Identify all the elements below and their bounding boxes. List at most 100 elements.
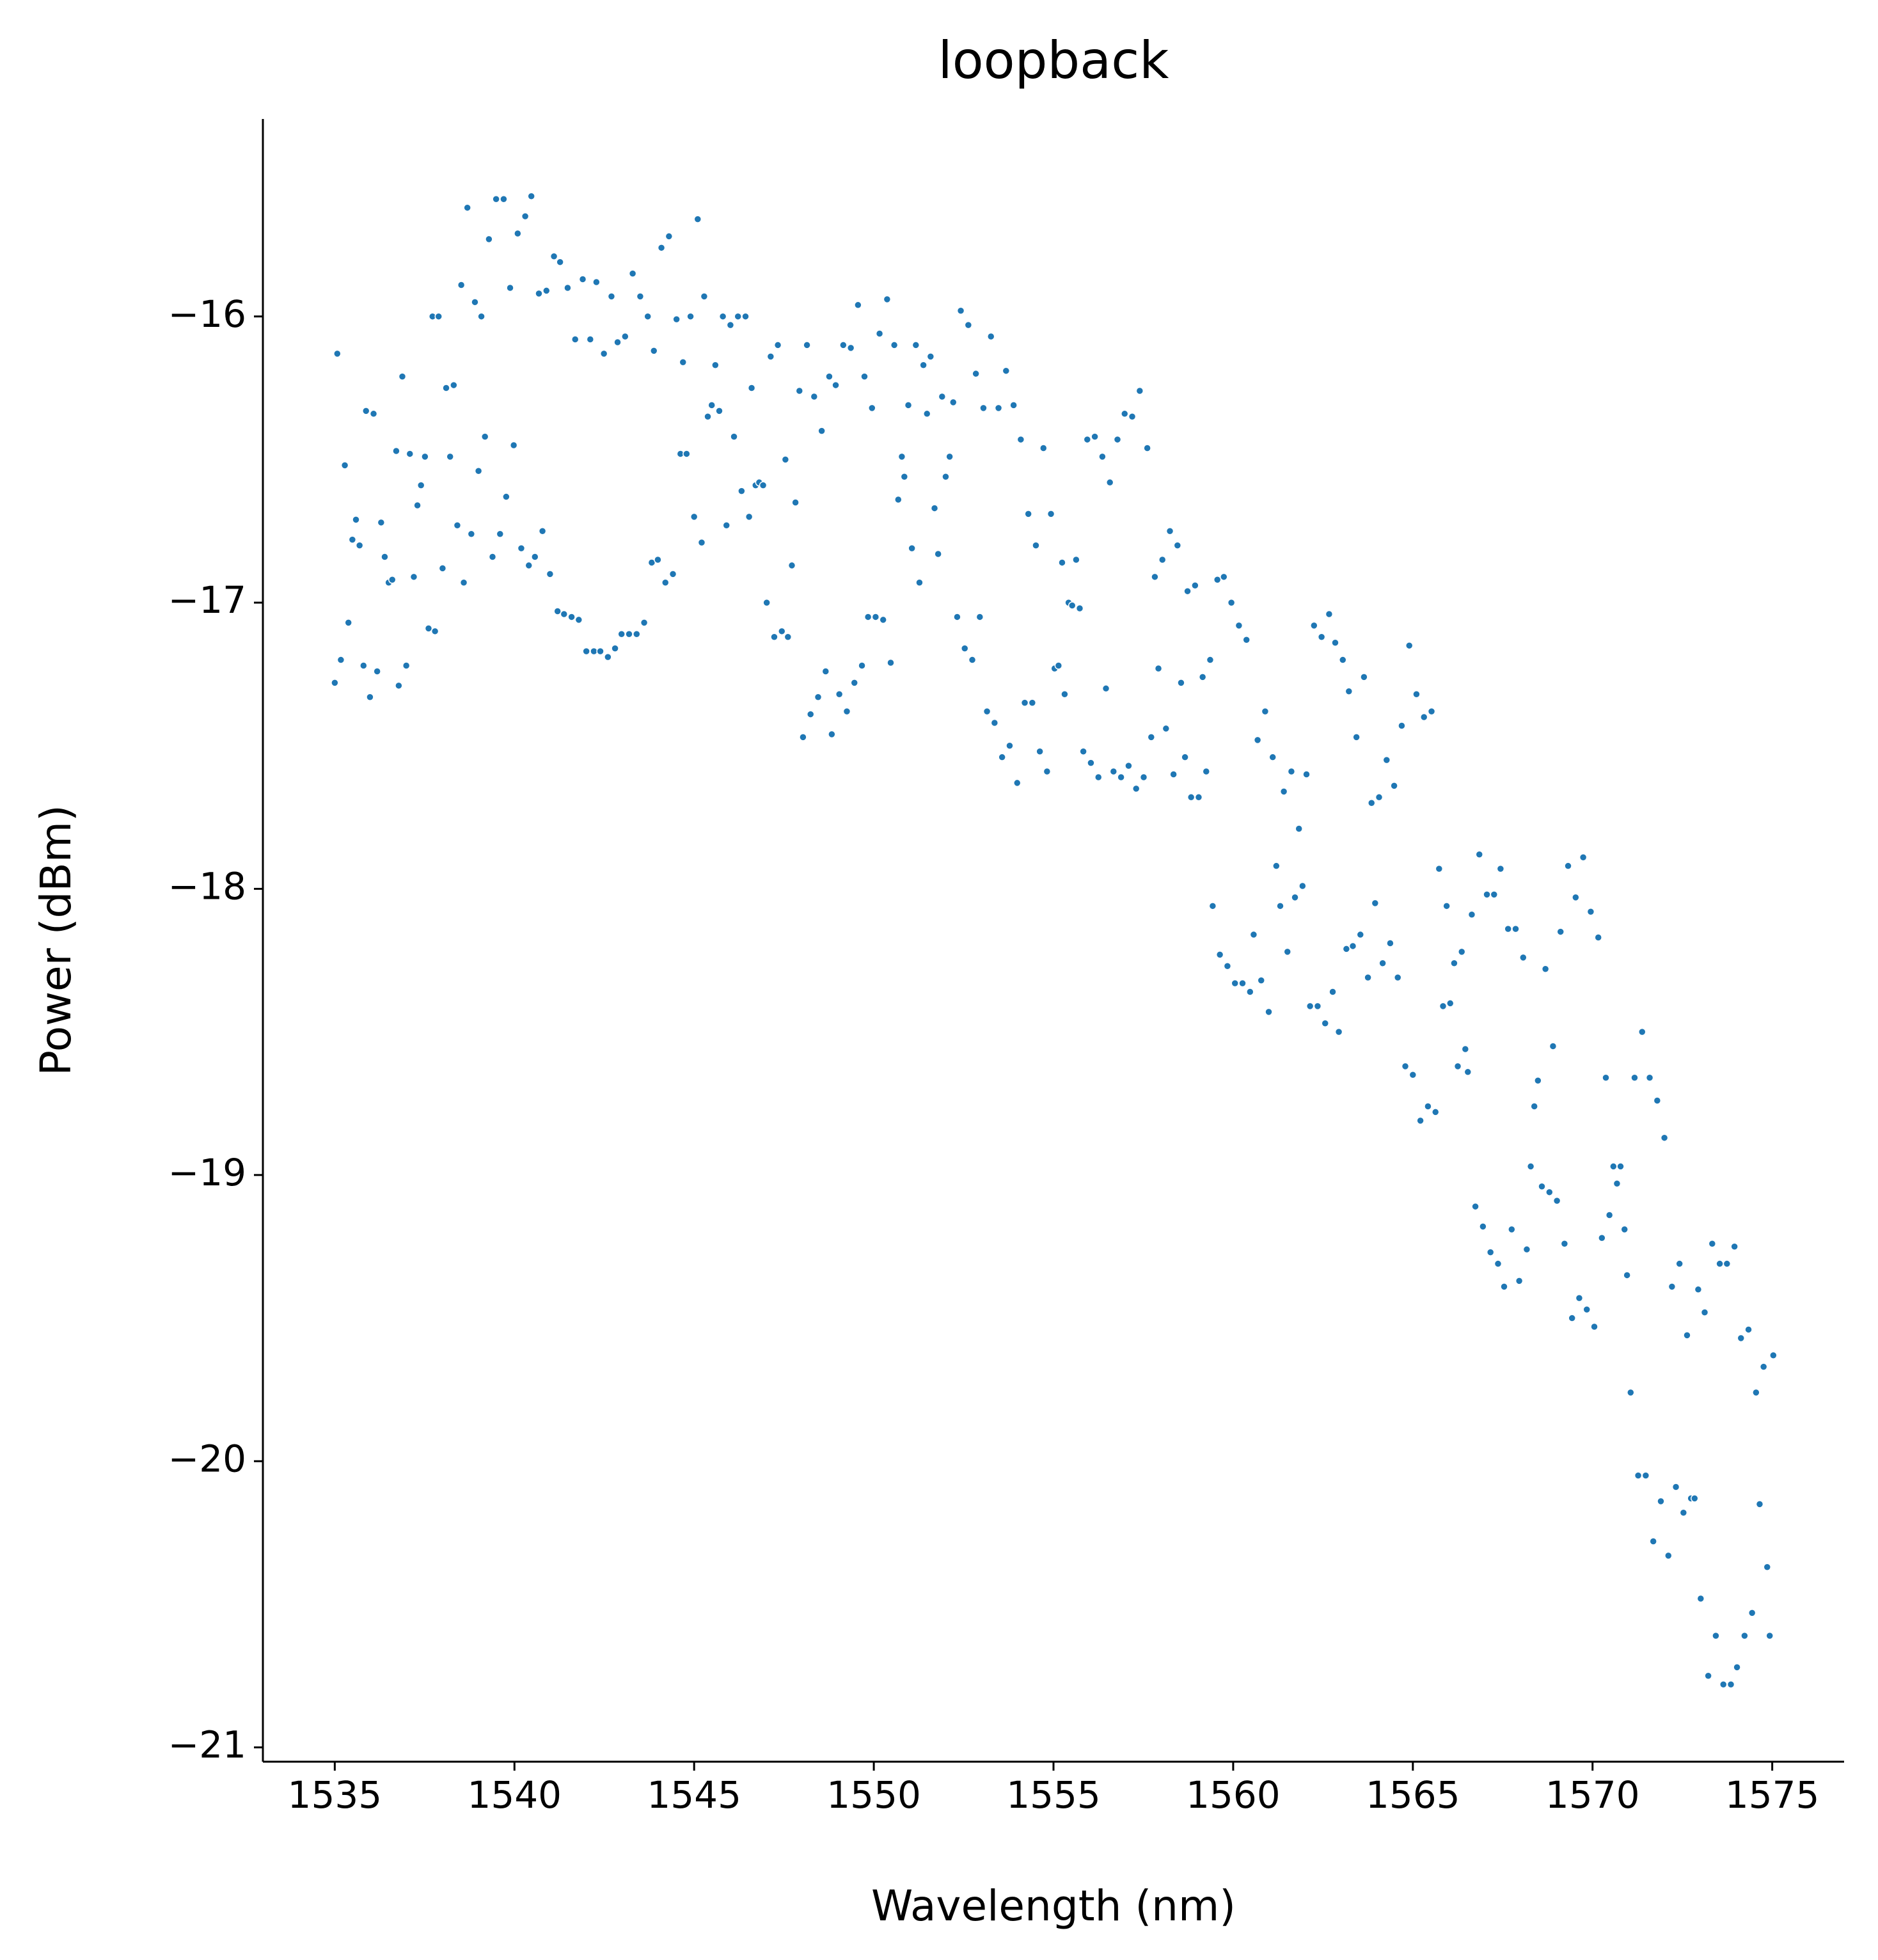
data-point (994, 404, 1003, 413)
data-point (693, 215, 702, 223)
data-point (1139, 773, 1148, 782)
data-point (1094, 773, 1103, 782)
data-point (1538, 1182, 1546, 1191)
data-point (509, 441, 518, 450)
data-point (1360, 673, 1368, 681)
data-point (1530, 1102, 1538, 1110)
data-point (352, 516, 360, 524)
data-point (1202, 767, 1211, 776)
data-point (1265, 1008, 1273, 1016)
data-point (531, 553, 539, 561)
data-point (810, 392, 819, 401)
data-point (525, 561, 533, 570)
data-point (953, 613, 961, 621)
data-point (578, 275, 587, 283)
data-point (1649, 1537, 1657, 1545)
data-point (1208, 902, 1217, 910)
data-point (1744, 1325, 1753, 1334)
data-point (1609, 1162, 1618, 1171)
data-point (1283, 947, 1291, 956)
data-point (1419, 713, 1428, 722)
data-point (890, 341, 899, 349)
data-point (1158, 555, 1167, 564)
data-point (1016, 435, 1025, 444)
data-point (333, 349, 342, 358)
data-point (1534, 1076, 1542, 1085)
data-point (517, 544, 526, 553)
data-point (690, 512, 698, 521)
data-point (549, 252, 558, 260)
data-point (1496, 864, 1505, 873)
data-point (1113, 435, 1122, 444)
data-point (1183, 587, 1192, 596)
x-tick-label: 1555 (1006, 1773, 1101, 1817)
data-point (700, 292, 709, 301)
data-point (697, 538, 706, 547)
data-point (1352, 733, 1361, 741)
data-point (1664, 1551, 1673, 1560)
data-point (766, 352, 775, 361)
data-point (1223, 962, 1232, 970)
data-point (1605, 1211, 1614, 1219)
data-point (791, 498, 800, 507)
data-point (1058, 558, 1066, 567)
data-point (1261, 707, 1270, 716)
data-point (1575, 1293, 1584, 1302)
data-point (730, 432, 738, 441)
data-point (1660, 1134, 1669, 1142)
data-point (722, 521, 730, 530)
data-point (1726, 1680, 1735, 1689)
data-point (1087, 759, 1095, 767)
data-point (1446, 999, 1455, 1008)
data-point (1378, 959, 1387, 968)
data-point (1181, 753, 1189, 761)
data-point (496, 530, 505, 538)
data-point (1215, 951, 1224, 959)
data-point (1579, 853, 1588, 862)
data-point (1515, 1277, 1524, 1285)
data-point (679, 358, 688, 367)
data-point (1098, 452, 1107, 461)
data-point (567, 613, 576, 621)
data-point (1079, 747, 1087, 755)
data-point (986, 332, 995, 341)
data-point (1272, 862, 1281, 870)
data-point (726, 320, 735, 329)
data-point (1763, 1563, 1772, 1572)
data-point (1719, 1680, 1728, 1689)
data-point (1253, 736, 1262, 745)
data-point (821, 667, 830, 676)
data-point (938, 392, 947, 401)
data-point (542, 287, 551, 295)
data-point (1276, 902, 1284, 910)
data-point (402, 661, 411, 670)
data-point (1461, 1045, 1470, 1054)
data-point (922, 409, 931, 418)
data-point (975, 613, 984, 621)
y-tick-label: −21 (168, 1723, 246, 1767)
data-point (590, 647, 598, 656)
data-point (457, 281, 466, 289)
data-point (500, 195, 508, 203)
data-point (704, 413, 712, 421)
data-point (1039, 444, 1048, 452)
data-point (1068, 601, 1077, 610)
data-point (1091, 432, 1099, 441)
data-point (1464, 1068, 1472, 1077)
data-point (1634, 1471, 1643, 1480)
data-point (1572, 893, 1580, 902)
x-axis-label: Wavelength (nm) (871, 1881, 1236, 1931)
data-point (1231, 979, 1239, 988)
data-point (413, 501, 422, 510)
data-point (556, 258, 564, 266)
data-point (1306, 1002, 1314, 1011)
x-tick-label: 1570 (1545, 1773, 1640, 1817)
y-tick-label: −20 (168, 1437, 246, 1480)
data-point (683, 450, 691, 458)
data-point (803, 341, 811, 349)
data-point (1339, 656, 1347, 664)
data-point (1556, 928, 1565, 936)
data-point (778, 627, 786, 636)
data-point (611, 644, 619, 652)
data-point (574, 615, 583, 624)
